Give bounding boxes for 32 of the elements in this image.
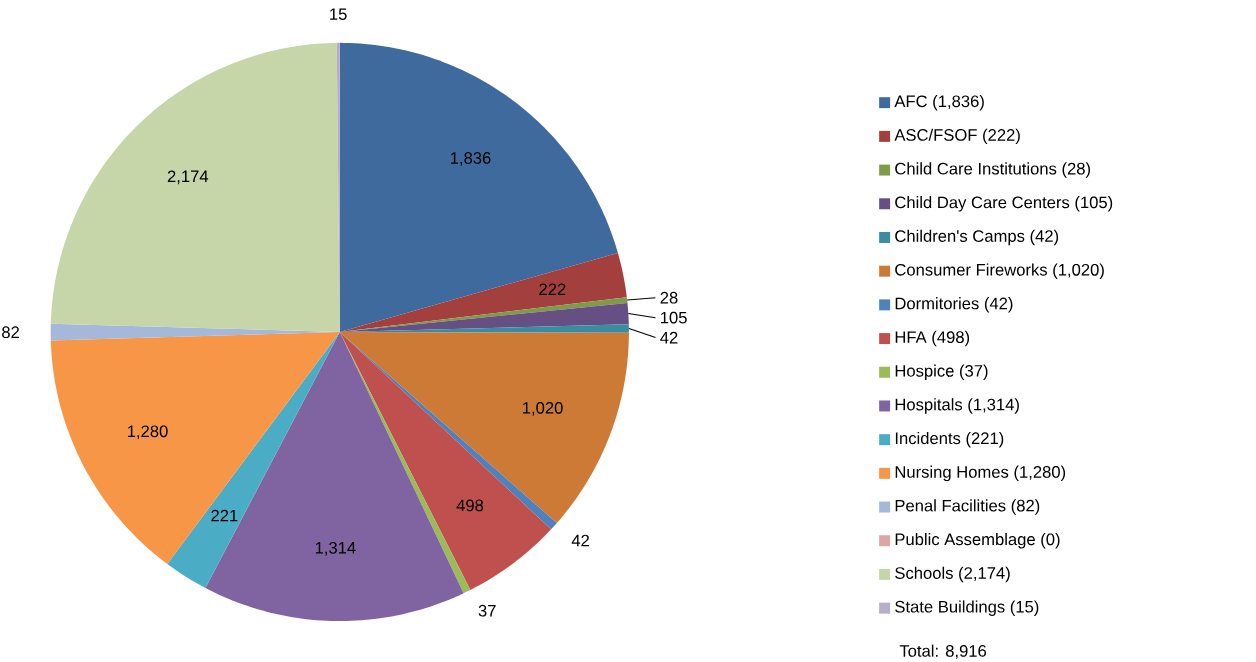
legend-label: Public Assemblage (0)	[895, 533, 1060, 549]
legend-label: HFA (498)	[895, 330, 970, 347]
data-label: 37	[478, 604, 496, 617]
legend-label: State Buildings (15)	[895, 600, 1039, 616]
legend-label: Consumer Fireworks (1,020)	[895, 263, 1104, 279]
legend-label: Penal Facilities (82)	[895, 499, 1040, 515]
legend-label: Schools (2,174)	[895, 566, 1010, 583]
data-label: 1,280	[127, 425, 168, 440]
data-label: 15	[330, 8, 347, 21]
data-label: 42	[571, 534, 589, 547]
data-label: 1,836	[450, 152, 491, 166]
legend-label: Children's Camps (42)	[895, 229, 1059, 246]
data-label: 28	[660, 291, 678, 304]
data-label: 498	[456, 499, 484, 512]
data-label: 221	[211, 509, 238, 522]
legend-label: Child Day Care Centers (105)	[895, 196, 1113, 212]
legend-label: Incidents (221)	[895, 431, 1004, 448]
legend-label: ASC/FSOF (222)	[894, 128, 1020, 145]
data-label: 42	[660, 331, 678, 344]
legend-label: Hospitals (1,314)	[895, 398, 1019, 414]
data-label: 1,020	[523, 401, 563, 416]
legend-label: Child Care Institutions (28)	[895, 162, 1091, 178]
legend-label: Nursing Homes (1,280)	[895, 465, 1066, 482]
data-label: 82	[2, 326, 19, 339]
data-label: 222	[539, 283, 566, 295]
legend-label: Dormitories (42)	[895, 297, 1013, 313]
legend-label: Hospice (37)	[895, 364, 988, 380]
data-label: 1,314	[315, 541, 356, 556]
text: Total: 8,916	[899, 644, 987, 659]
data-label: 2,174	[167, 170, 209, 185]
legend-label: AFC (1,836)	[894, 94, 984, 111]
data-label: 105	[661, 311, 687, 324]
